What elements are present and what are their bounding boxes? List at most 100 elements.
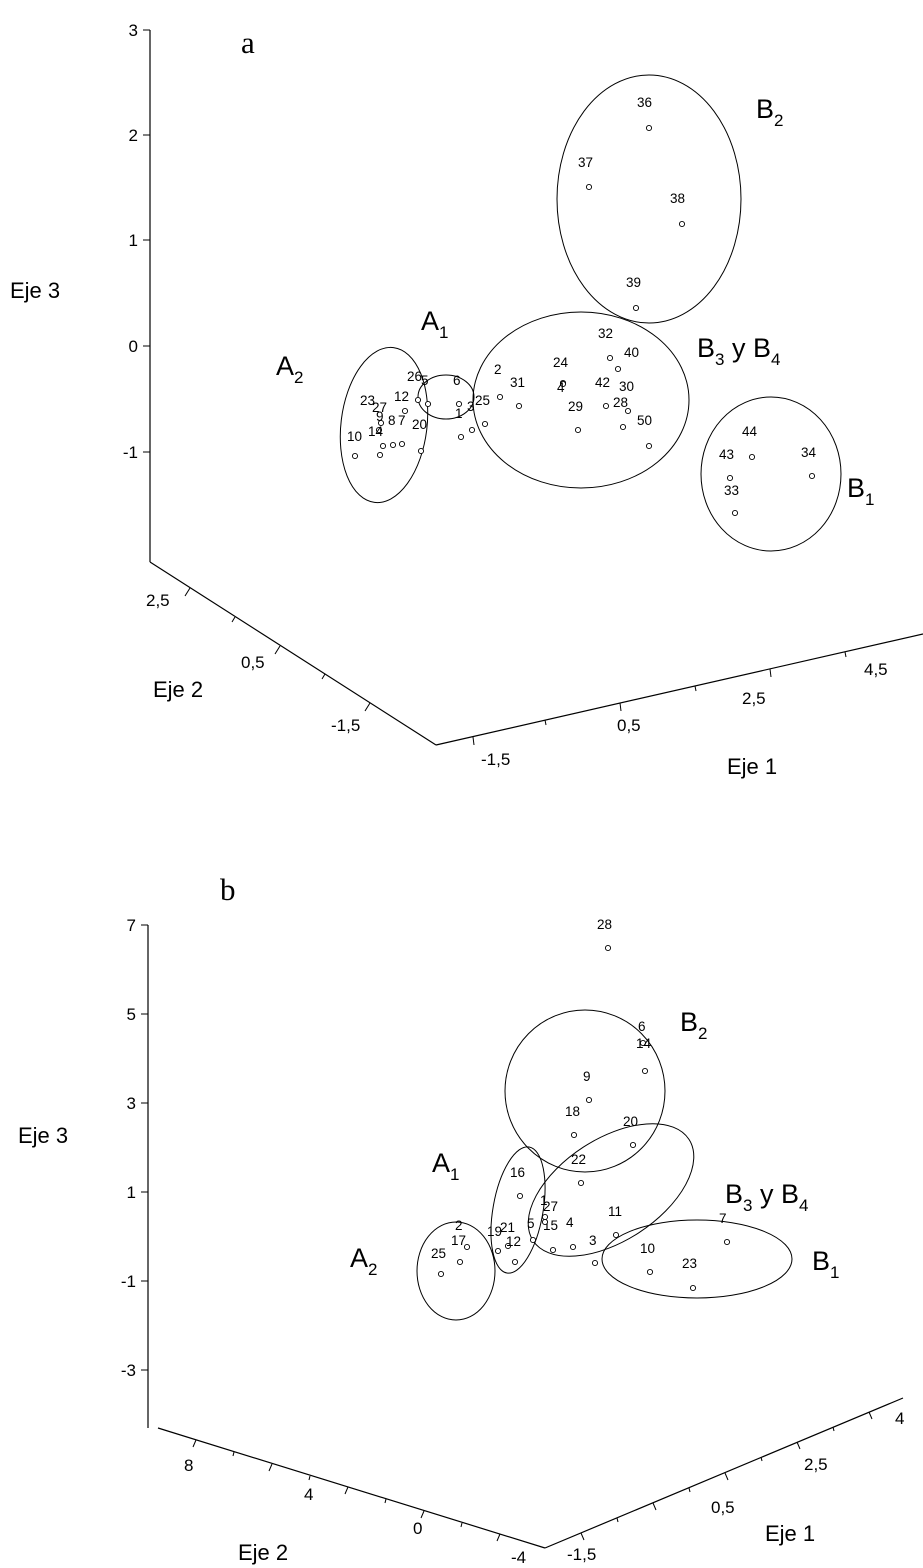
panel-b-point-label: 17 <box>451 1233 466 1248</box>
panel-b-point-label: 9 <box>583 1069 591 1084</box>
panel-a-group-label: B3 y B4 <box>697 333 780 369</box>
panel-a-point-label: 27 <box>372 400 387 415</box>
panel-a-point-label: 30 <box>619 379 634 394</box>
panel-b-point-label: 3 <box>589 1233 597 1248</box>
panel-a-point-label: 10 <box>347 429 362 444</box>
panel-a-point-label: 23 <box>360 393 375 408</box>
panel-b-point-label: 5 <box>527 1216 535 1231</box>
panel-a-point-label: 36 <box>637 95 652 110</box>
panel-b-axis2-label: Eje 2 <box>238 1540 288 1565</box>
panel-a-ellipse-a2 <box>339 346 429 504</box>
panel-a-point-label: 20 <box>412 417 427 432</box>
panel-b-axis2-tick: -4 <box>511 1548 526 1567</box>
panel-a-point-marker <box>398 440 406 448</box>
panel-a-point-label: 40 <box>624 345 639 360</box>
panel-a-axis2-tick: -1,5 <box>331 716 360 735</box>
panel-b-group-label: B1 <box>812 1246 839 1282</box>
panel-a-point-marker <box>645 124 653 132</box>
panel-b-point-marker <box>570 1131 578 1139</box>
panel-b-point-label: 27 <box>543 1199 558 1214</box>
panel-b-point-label: 11 <box>608 1204 622 1219</box>
panel-a-point-marker <box>619 423 627 431</box>
panel-a-axis1-tick: -1,5 <box>481 750 510 769</box>
panel-b-point-marker <box>591 1259 599 1267</box>
panel-a-point-marker <box>401 407 409 415</box>
panel-b-point-label: 4 <box>566 1215 574 1230</box>
panel-b-point-marker <box>504 1242 512 1250</box>
panel-a-letter: a <box>241 25 255 60</box>
panel-b-point-label: 10 <box>640 1241 655 1256</box>
panel-a-point-marker <box>496 393 504 401</box>
panel-a-axis3-tick: 2 <box>129 126 138 145</box>
panel-a-point-marker <box>624 407 632 415</box>
panel-b-point-label: 7 <box>719 1211 727 1226</box>
panel-b-point-marker <box>549 1246 557 1254</box>
panel-a-axis2-label: Eje 2 <box>153 677 203 702</box>
panel-b-axis1-tick: -1,5 <box>567 1545 596 1564</box>
panel-b-axis-1 <box>544 1397 904 1549</box>
panel-a-point-label: 34 <box>801 445 817 460</box>
panel-a-ellipse-b3-b4 <box>472 311 690 489</box>
panel-a-point-label: 9 <box>376 409 384 424</box>
panel-b-point-label: 19 <box>487 1224 502 1239</box>
panel-a-point-marker <box>808 472 816 480</box>
panel-a-point-label: 50 <box>637 413 652 428</box>
panel-a-point-label: 6 <box>453 373 461 388</box>
panel-b-point-marker <box>541 1218 549 1226</box>
panel-b-point-label: 22 <box>571 1152 586 1167</box>
panel-a-point-label: 7 <box>398 413 406 428</box>
panel-b-point-marker <box>511 1258 519 1266</box>
panel-b-axis-2 <box>157 1427 546 1549</box>
panel-a-point-label: 33 <box>724 483 739 498</box>
panel-b-axis3-tick: 1 <box>127 1183 136 1202</box>
panel-a-point-marker <box>375 426 383 434</box>
panel-a-point-marker <box>376 451 384 459</box>
panel-a-ellipse-b1 <box>700 396 842 552</box>
panel-a-point-label: 38 <box>670 191 685 206</box>
panel-a-point-label: 32 <box>598 326 613 341</box>
panel-a-point-label: 28 <box>613 395 628 410</box>
panel-b-axis1-label: Eje 1 <box>765 1521 815 1546</box>
panel-b-point-marker <box>585 1096 593 1104</box>
panel-b-point-marker <box>569 1243 577 1251</box>
panel-b-axis1-tick: 0,5 <box>711 1498 735 1517</box>
panel-a-group-label: B1 <box>847 473 874 509</box>
panel-b-point-marker <box>604 944 612 952</box>
panel-b-point-marker <box>541 1213 549 1221</box>
panel-a-point-label: 5 <box>421 373 429 388</box>
panel-a-axis2-tick: 2,5 <box>146 591 170 610</box>
panel-b-ellipse-b1 <box>601 1219 793 1299</box>
panel-b-point-marker <box>529 1236 537 1244</box>
panel-a-point-label: 42 <box>595 375 610 390</box>
panel-b-ellipse-a2 <box>416 1221 496 1321</box>
panel-b-point-marker <box>612 1231 620 1239</box>
panel-b-axis2-tick: 0 <box>413 1519 422 1538</box>
panel-b-ellipse-a1 <box>490 1146 546 1274</box>
panel-b-point-marker <box>641 1067 649 1075</box>
panel-a-axis3-tick: 1 <box>129 231 138 250</box>
panel-a-point-marker <box>645 442 653 450</box>
panel-a-group-label: A1 <box>421 306 448 342</box>
panel-a-point-marker <box>389 441 397 449</box>
panel-b-point-label: 18 <box>565 1104 580 1119</box>
panel-a-point-label: 2 <box>494 362 502 377</box>
panel-b-axis3-tick: 5 <box>127 1005 136 1024</box>
panel-b-point-marker <box>646 1268 654 1276</box>
panel-a-point-marker <box>414 396 422 404</box>
panel-b-point-label: 25 <box>431 1246 446 1261</box>
panel-a-point-marker <box>606 354 614 362</box>
panel-b-point-marker <box>494 1247 502 1255</box>
panel-a-point-marker <box>731 509 739 517</box>
panel-a-point-marker <box>424 400 432 408</box>
panel-b-point-label: 6 <box>638 1019 646 1034</box>
panel-a-point-marker <box>678 220 686 228</box>
panel-b-point-marker <box>639 1039 647 1047</box>
panel-a-point-marker <box>559 380 567 388</box>
panel-a-point-marker <box>457 433 465 441</box>
panel-a-point-label: 14 <box>368 424 384 439</box>
panel-a-point-marker <box>468 426 476 434</box>
